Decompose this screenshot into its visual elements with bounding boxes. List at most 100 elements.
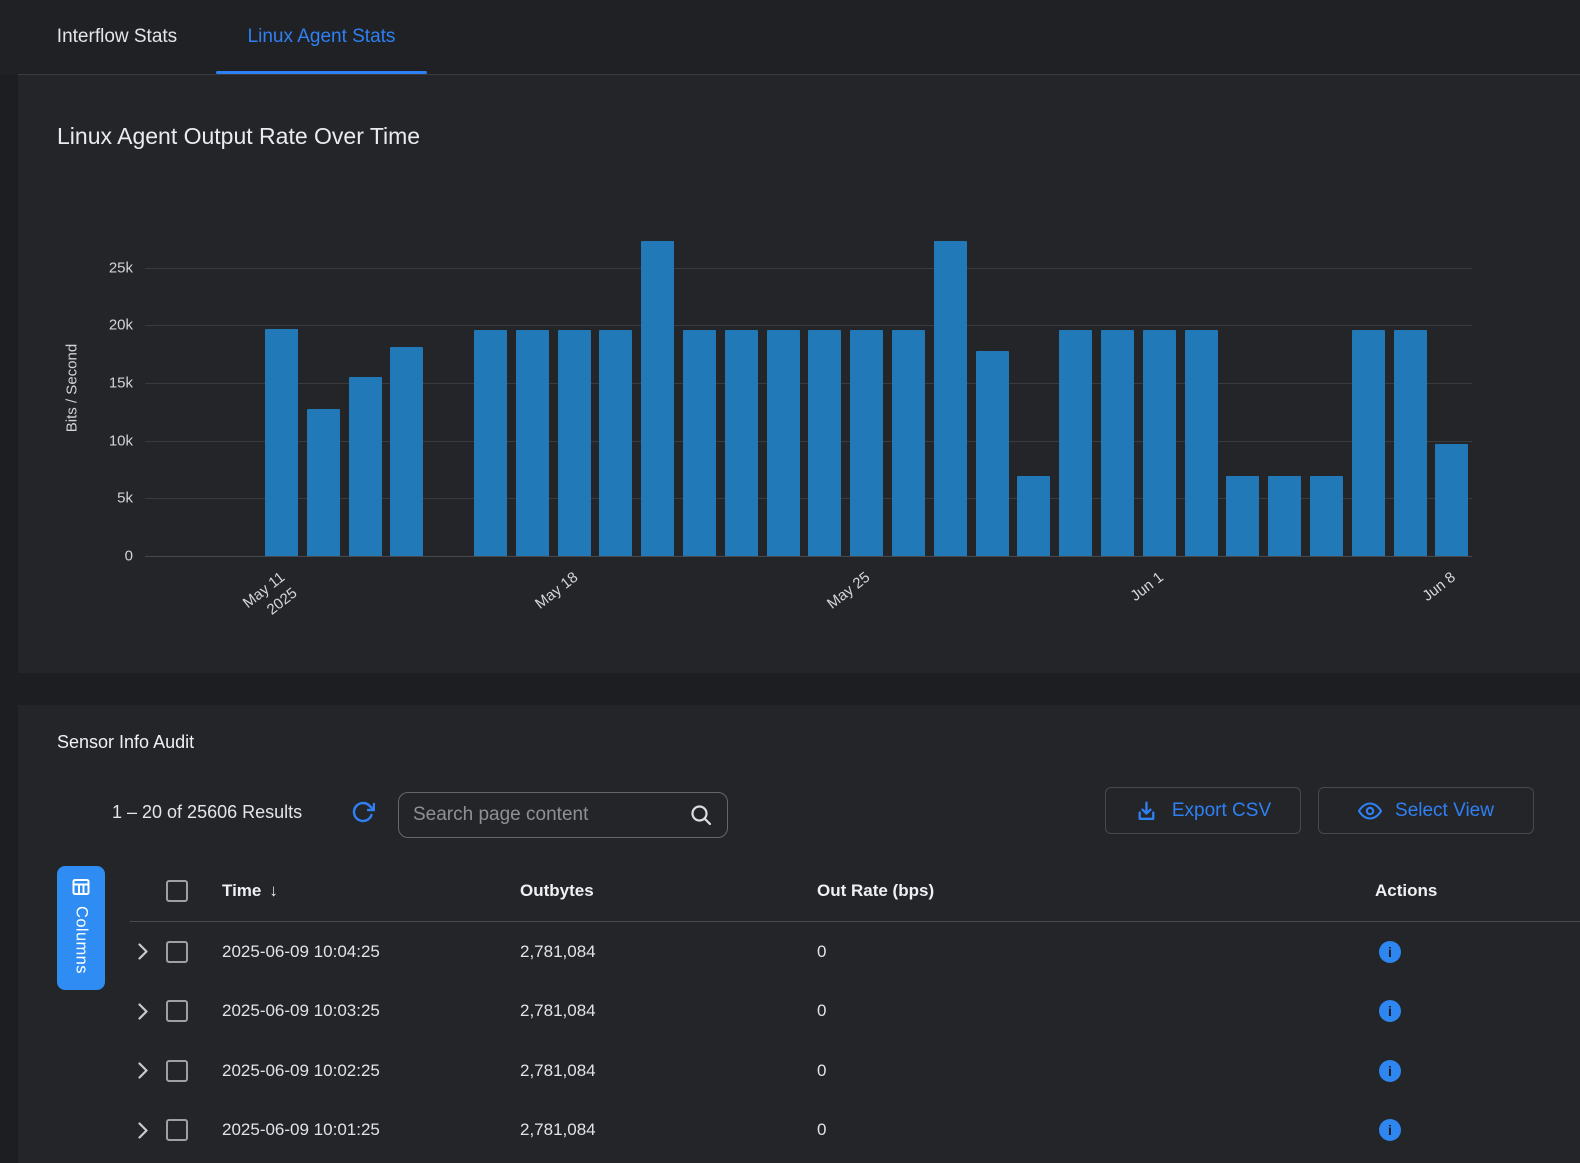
bar-may-17[interactable] bbox=[516, 330, 549, 556]
column-header-out-rate[interactable]: Out Rate (bps) bbox=[817, 881, 1285, 901]
bar-may-22[interactable] bbox=[725, 330, 758, 556]
x-tick-label: May 112025 bbox=[240, 568, 302, 628]
select-view-button[interactable]: Select View bbox=[1318, 787, 1534, 834]
y-tick-label: 15k bbox=[109, 374, 133, 391]
bar-jun-7[interactable] bbox=[1394, 330, 1427, 556]
search-input[interactable] bbox=[413, 804, 681, 826]
columns-button-label: Columns bbox=[72, 906, 91, 974]
export-csv-button[interactable]: Export CSV bbox=[1105, 787, 1301, 834]
search-icon bbox=[689, 803, 713, 827]
expand-chevron-icon[interactable] bbox=[138, 943, 149, 960]
chart-panel: Linux Agent Output Rate Over Time Bits /… bbox=[18, 75, 1580, 673]
x-tick-label: Jun 8 bbox=[1419, 568, 1460, 606]
expand-chevron-icon[interactable] bbox=[138, 1062, 149, 1079]
bar-jun-4[interactable] bbox=[1268, 476, 1301, 556]
cell-out-rate: 0 bbox=[817, 1061, 1285, 1081]
cell-outbytes: 2,781,084 bbox=[520, 942, 817, 962]
download-icon bbox=[1135, 799, 1159, 823]
bar-jun-3[interactable] bbox=[1226, 476, 1259, 556]
bar-jun-8[interactable] bbox=[1435, 444, 1468, 556]
bar-may-18[interactable] bbox=[558, 330, 591, 556]
bar-may-14[interactable] bbox=[390, 347, 423, 556]
audit-panel: Sensor Info Audit 1 – 20 of 25606 Result… bbox=[18, 705, 1580, 1163]
gridline-20k bbox=[145, 325, 1472, 326]
audit-title: Sensor Info Audit bbox=[57, 732, 194, 753]
eye-icon bbox=[1358, 799, 1382, 823]
bar-jun-6[interactable] bbox=[1352, 330, 1385, 556]
bar-may-11[interactable] bbox=[265, 329, 298, 556]
x-tick-label: May 18 bbox=[531, 568, 582, 614]
bar-may-26[interactable] bbox=[892, 330, 925, 556]
column-header-time-label: Time bbox=[222, 881, 261, 901]
y-tick-label: 10k bbox=[109, 432, 133, 449]
bar-jun-2[interactable] bbox=[1185, 330, 1218, 556]
expand-chevron-icon[interactable] bbox=[138, 1003, 149, 1020]
info-icon[interactable]: i bbox=[1379, 1119, 1401, 1141]
cell-outbytes: 2,781,084 bbox=[520, 1061, 817, 1081]
expand-chevron-icon[interactable] bbox=[138, 1122, 149, 1139]
bar-may-13[interactable] bbox=[349, 377, 382, 556]
bar-may-24[interactable] bbox=[808, 330, 841, 556]
results-summary: 1 – 20 of 25606 Results bbox=[112, 802, 302, 823]
y-axis-title-text: Bits / Second bbox=[64, 344, 81, 432]
column-header-time[interactable]: Time ↓ bbox=[222, 881, 520, 901]
search-box[interactable] bbox=[398, 792, 728, 838]
bar-may-12[interactable] bbox=[307, 409, 340, 556]
y-tick-label: 5k bbox=[117, 490, 133, 507]
row-checkbox[interactable] bbox=[166, 1000, 188, 1022]
info-icon[interactable]: i bbox=[1379, 1000, 1401, 1022]
table-row[interactable]: 2025-06-09 10:02:25 2,781,084 0 i bbox=[130, 1041, 1580, 1101]
cell-out-rate: 0 bbox=[817, 1001, 1285, 1021]
row-checkbox[interactable] bbox=[166, 1060, 188, 1082]
bar-may-19[interactable] bbox=[599, 330, 632, 556]
row-checkbox[interactable] bbox=[166, 1119, 188, 1141]
cell-time: 2025-06-09 10:03:25 bbox=[222, 1001, 520, 1021]
gridline-0 bbox=[145, 556, 1472, 557]
gridline-25k bbox=[145, 268, 1472, 269]
cell-time: 2025-06-09 10:01:25 bbox=[222, 1120, 520, 1140]
x-tick-label: Jun 1 bbox=[1126, 568, 1167, 606]
y-tick-label: 20k bbox=[109, 317, 133, 334]
tab-label: Linux Agent Stats bbox=[248, 26, 396, 48]
refresh-button[interactable] bbox=[348, 798, 378, 828]
table-row[interactable]: 2025-06-09 10:04:25 2,781,084 0 i bbox=[130, 922, 1580, 982]
bar-may-28[interactable] bbox=[976, 351, 1009, 556]
cell-out-rate: 0 bbox=[817, 1120, 1285, 1140]
bar-may-25[interactable] bbox=[850, 330, 883, 556]
cell-time: 2025-06-09 10:02:25 bbox=[222, 1061, 520, 1081]
bar-may-16[interactable] bbox=[474, 330, 507, 556]
bar-jun-1[interactable] bbox=[1143, 330, 1176, 556]
tab-interflow-stats[interactable]: Interflow Stats bbox=[18, 0, 216, 74]
info-icon[interactable]: i bbox=[1379, 941, 1401, 963]
y-tick-label: 25k bbox=[109, 259, 133, 276]
bar-may-31[interactable] bbox=[1101, 330, 1134, 556]
column-header-actions: Actions bbox=[1285, 881, 1580, 901]
y-tick-label: 0 bbox=[125, 548, 133, 565]
tab-linux-agent-stats[interactable]: Linux Agent Stats bbox=[216, 0, 427, 74]
bar-may-30[interactable] bbox=[1059, 330, 1092, 556]
bar-may-23[interactable] bbox=[767, 330, 800, 556]
cell-outbytes: 2,781,084 bbox=[520, 1120, 817, 1140]
bar-may-29[interactable] bbox=[1017, 476, 1050, 556]
refresh-icon bbox=[351, 800, 375, 824]
sort-desc-icon: ↓ bbox=[269, 881, 278, 901]
bar-may-21[interactable] bbox=[683, 330, 716, 556]
select-all-checkbox[interactable] bbox=[166, 880, 188, 902]
table-header-row: Time ↓ Outbytes Out Rate (bps) Actions bbox=[130, 860, 1580, 922]
columns-button[interactable]: Columns bbox=[57, 866, 105, 990]
table-body: 2025-06-09 10:04:25 2,781,084 0 i 2025-0… bbox=[130, 922, 1580, 1160]
chart-plot: 05k10k15k20k25kMay 112025May 18May 25Jun… bbox=[145, 230, 1472, 556]
cell-time: 2025-06-09 10:04:25 bbox=[222, 942, 520, 962]
cell-out-rate: 0 bbox=[817, 942, 1285, 962]
table-row[interactable]: 2025-06-09 10:03:25 2,781,084 0 i bbox=[130, 982, 1580, 1042]
table-row[interactable]: 2025-06-09 10:01:25 2,781,084 0 i bbox=[130, 1101, 1580, 1161]
row-checkbox[interactable] bbox=[166, 941, 188, 963]
export-csv-label: Export CSV bbox=[1172, 800, 1271, 822]
info-icon[interactable]: i bbox=[1379, 1060, 1401, 1082]
columns-grid-icon bbox=[71, 877, 91, 897]
bar-jun-5[interactable] bbox=[1310, 476, 1343, 556]
bar-may-20[interactable] bbox=[641, 241, 674, 556]
column-header-outbytes[interactable]: Outbytes bbox=[520, 881, 817, 901]
audit-table: Time ↓ Outbytes Out Rate (bps) Actions 2… bbox=[130, 860, 1580, 1160]
bar-may-27[interactable] bbox=[934, 241, 967, 556]
